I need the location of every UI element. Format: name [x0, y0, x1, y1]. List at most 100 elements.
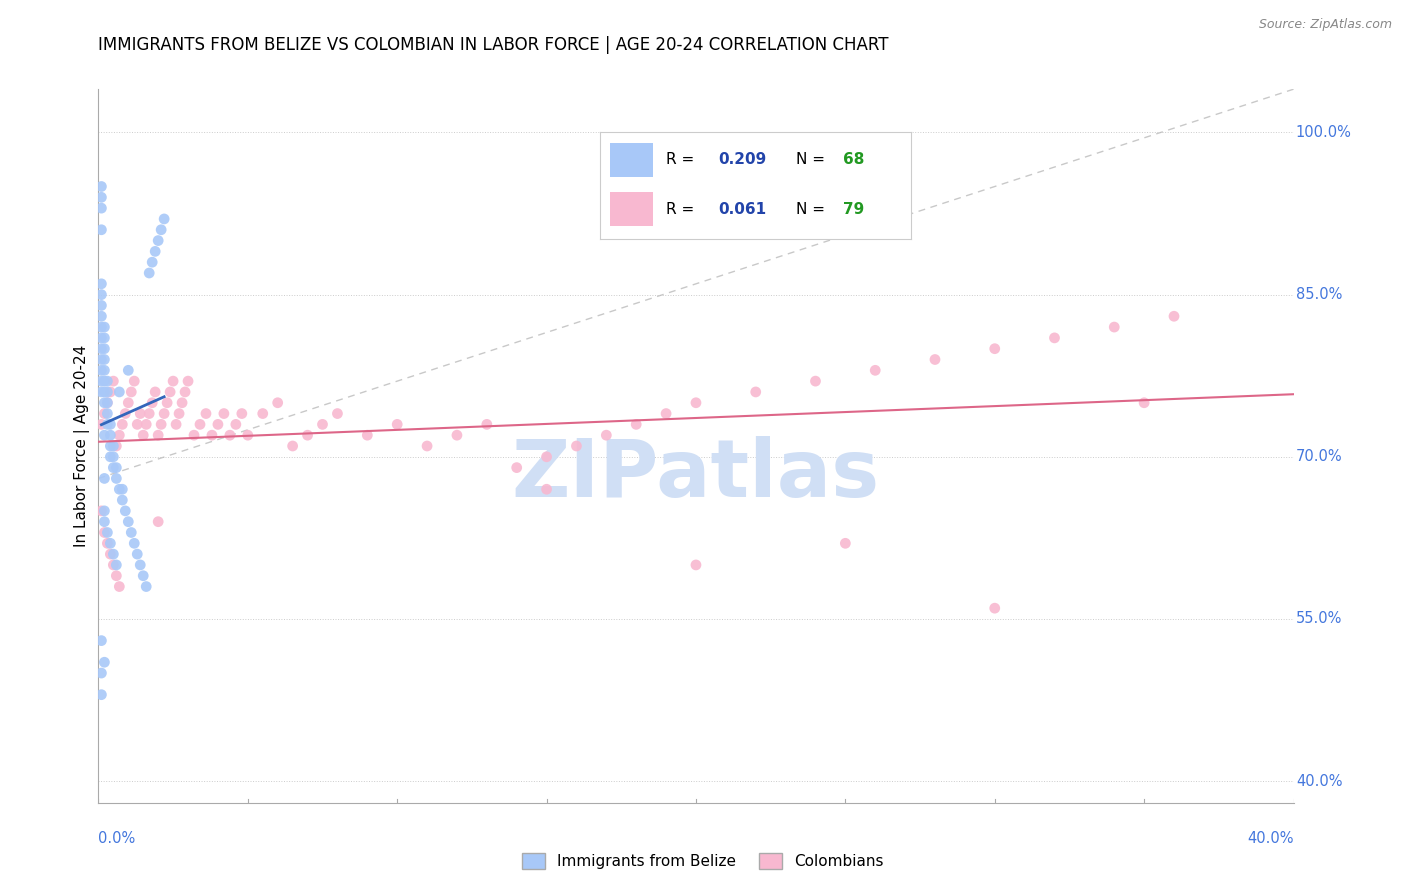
Point [165, 417, 187, 432]
Point [127, 417, 149, 432]
Point [93, 655, 115, 669]
Point [108, 428, 131, 442]
Text: 85.0%: 85.0% [1296, 287, 1343, 302]
Point [212, 407, 235, 421]
Point [150, 223, 173, 237]
Point [90, 277, 112, 291]
Point [135, 417, 157, 432]
Point [127, 547, 149, 561]
Point [114, 407, 136, 421]
Point [207, 417, 229, 432]
Point [1133, 396, 1156, 410]
Point [834, 536, 856, 550]
Point [536, 482, 558, 496]
Point [183, 428, 205, 442]
Point [90, 688, 112, 702]
Point [90, 417, 112, 432]
Point [93, 525, 115, 540]
Point [103, 439, 125, 453]
Text: 40.0%: 40.0% [1247, 831, 1294, 847]
Point [96, 407, 118, 421]
Point [153, 407, 176, 421]
Point [416, 439, 439, 453]
Text: ZIPatlas: ZIPatlas [512, 435, 880, 514]
Text: IMMIGRANTS FROM BELIZE VS COLOMBIAN IN LABOR FORCE | AGE 20-24 CORRELATION CHART: IMMIGRANTS FROM BELIZE VS COLOMBIAN IN L… [98, 36, 889, 54]
Point [536, 450, 558, 464]
Point [565, 439, 588, 453]
Point [267, 396, 290, 410]
Point [90, 504, 112, 518]
Point [385, 417, 409, 432]
Point [506, 460, 529, 475]
Point [924, 352, 946, 367]
Point [201, 428, 224, 442]
Point [90, 374, 112, 388]
Point [1163, 310, 1185, 324]
Point [96, 396, 118, 410]
Point [90, 223, 112, 237]
Text: 40.0%: 40.0% [1296, 773, 1343, 789]
Point [93, 352, 115, 367]
Point [1104, 320, 1126, 334]
Point [225, 417, 247, 432]
Text: 0.0%: 0.0% [98, 831, 135, 847]
Point [120, 384, 142, 399]
Point [162, 374, 184, 388]
Point [93, 320, 115, 334]
Point [90, 310, 112, 324]
Point [90, 331, 112, 345]
Point [138, 407, 160, 421]
Point [865, 363, 887, 377]
Point [281, 439, 304, 453]
Text: 100.0%: 100.0% [1296, 125, 1351, 140]
Point [135, 580, 157, 594]
Point [148, 234, 170, 248]
Point [141, 255, 163, 269]
Point [120, 525, 142, 540]
Point [174, 384, 197, 399]
Point [153, 211, 176, 226]
Point [231, 407, 253, 421]
Point [117, 396, 139, 410]
Point [93, 471, 115, 485]
Point [90, 342, 112, 356]
Point [138, 266, 160, 280]
Point [143, 384, 166, 399]
Point [595, 428, 617, 442]
Point [98, 547, 122, 561]
Point [446, 428, 468, 442]
Point [356, 428, 378, 442]
Point [93, 363, 115, 377]
Point [90, 352, 112, 367]
Point [745, 384, 768, 399]
Point [124, 374, 146, 388]
Point [132, 568, 155, 582]
Point [93, 331, 115, 345]
Point [804, 374, 827, 388]
Point [108, 482, 131, 496]
Point [108, 580, 131, 594]
Legend: Immigrants from Belize, Colombians: Immigrants from Belize, Colombians [516, 847, 890, 875]
Point [167, 407, 190, 421]
Point [105, 460, 128, 475]
Point [93, 396, 115, 410]
Point [90, 363, 112, 377]
Point [90, 287, 112, 301]
Point [194, 407, 218, 421]
Point [96, 384, 118, 399]
Point [983, 601, 1005, 615]
Point [624, 417, 647, 432]
Point [117, 363, 139, 377]
Point [311, 417, 333, 432]
Point [93, 374, 115, 388]
Point [219, 428, 242, 442]
Y-axis label: In Labor Force | Age 20-24: In Labor Force | Age 20-24 [75, 345, 90, 547]
Point [93, 384, 115, 399]
Point [90, 298, 112, 312]
Point [159, 384, 181, 399]
Point [98, 536, 122, 550]
Point [98, 450, 122, 464]
Point [96, 536, 118, 550]
Point [252, 407, 274, 421]
Point [105, 471, 128, 485]
